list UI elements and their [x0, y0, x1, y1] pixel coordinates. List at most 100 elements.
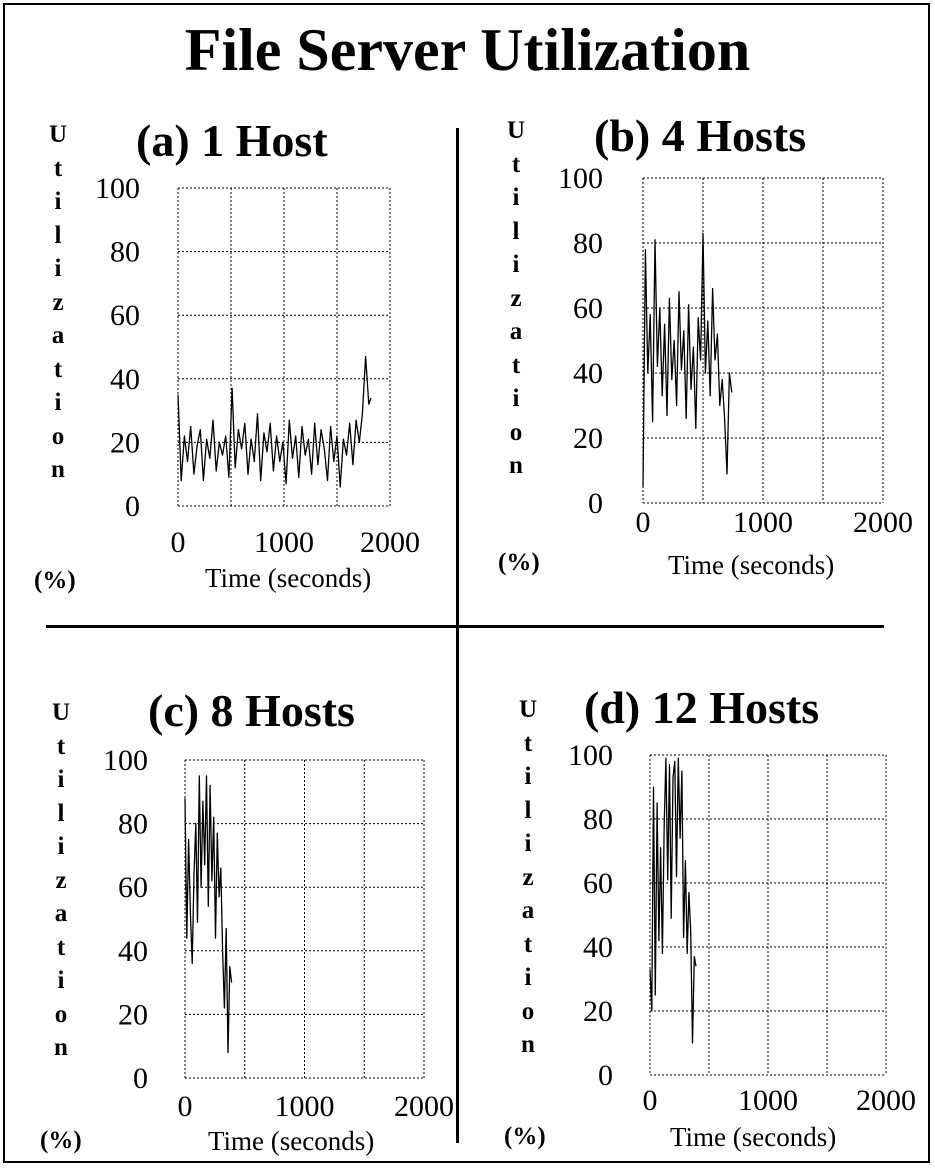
y-tick-label: 40: [110, 363, 140, 396]
y-axis-label-letter: a: [509, 318, 523, 345]
y-axis-label-letter: i: [54, 255, 62, 282]
y-tick-label: 80: [583, 803, 613, 836]
series-line: [184, 775, 233, 1054]
x-axis-label: Time (seconds): [205, 563, 372, 593]
y-tick-label: 60: [110, 299, 140, 332]
y-axis-label-letter: i: [524, 964, 532, 991]
x-tick-label: 1000: [275, 1090, 335, 1123]
panel-title: (d) 12 Hosts: [584, 682, 820, 733]
y-axis-label-letter: o: [509, 418, 523, 446]
y-axis-label-letter: i: [54, 389, 62, 416]
x-tick-label: 0: [171, 526, 186, 559]
panel-title: (c) 8 Hosts: [148, 685, 355, 736]
y-axis-label-letter: i: [57, 833, 65, 860]
x-tick-label: 2000: [853, 506, 913, 539]
y-axis-label-letter: z: [52, 288, 64, 316]
y-axis-label-letter: i: [512, 385, 520, 412]
y-axis-label-letter: o: [521, 997, 535, 1025]
y-axis-label-letter: a: [54, 900, 68, 927]
figure-title: File Server Utilization: [184, 17, 751, 83]
y-axis-label-letter: U: [518, 696, 538, 723]
y-axis-label-letter: t: [511, 150, 521, 178]
y-tick-label: 80: [573, 227, 603, 260]
y-axis-label-letter: t: [56, 732, 66, 760]
y-tick-label: 100: [568, 739, 613, 772]
x-tick-label: 0: [178, 1090, 193, 1123]
y-axis-label-letter: a: [521, 897, 535, 924]
y-axis-label-letter: z: [55, 866, 67, 894]
y-tick-label: 0: [588, 487, 603, 520]
x-tick-label: 2000: [360, 526, 420, 559]
y-axis-label-letter: t: [53, 154, 63, 182]
y-axis-label-letter: i: [512, 184, 520, 211]
y-tick-label: 60: [583, 867, 613, 900]
y-tick-label: 60: [573, 292, 603, 325]
y-axis-label-letter: t: [523, 729, 533, 757]
y-axis-label-letter: i: [524, 830, 532, 857]
y-axis-label-letter: t: [56, 933, 66, 961]
x-tick-label: 0: [643, 1084, 658, 1117]
y-axis-label-letter: o: [51, 422, 65, 450]
panel-title: (b) 4 Hosts: [594, 110, 807, 161]
y-tick-label: 20: [583, 995, 613, 1028]
y-axis-label-letter: U: [51, 699, 71, 726]
series-line: [649, 757, 697, 1044]
y-axis-label-letter: l: [57, 799, 65, 827]
y-tick-label: 0: [598, 1059, 613, 1092]
y-tick-label: 80: [110, 236, 140, 269]
y-tick-label: 60: [118, 871, 148, 904]
y-axis-label-letter: l: [524, 796, 532, 824]
y-axis-label-letter: n: [51, 456, 65, 483]
y-tick-label: 40: [118, 935, 148, 968]
x-tick-label: 2000: [394, 1090, 454, 1123]
y-tick-label: 20: [118, 998, 148, 1031]
y-axis-unit: (%): [504, 1123, 546, 1150]
y-tick-label: 40: [583, 931, 613, 964]
y-tick-label: 0: [133, 1062, 148, 1095]
y-tick-label: 100: [95, 172, 140, 205]
y-axis-label-letter: U: [48, 121, 68, 148]
y-axis-label-letter: n: [521, 1031, 535, 1058]
y-axis-unit: (%): [34, 567, 76, 594]
y-axis-label-letter: n: [509, 452, 523, 479]
y-axis-label-letter: i: [524, 763, 532, 790]
y-tick-label: 20: [573, 422, 603, 455]
y-axis-unit: (%): [40, 1127, 82, 1154]
y-tick-label: 20: [110, 426, 140, 459]
y-axis-label-letter: i: [512, 251, 520, 278]
y-tick-label: 0: [125, 490, 140, 523]
y-axis-label-letter: i: [57, 967, 65, 994]
x-axis-label: Time (seconds): [668, 550, 835, 580]
x-tick-label: 0: [636, 506, 651, 539]
series-line: [177, 355, 372, 488]
y-tick-label: 80: [118, 808, 148, 841]
y-tick-label: 40: [573, 357, 603, 390]
y-tick-label: 100: [558, 162, 603, 195]
y-axis-label-letter: o: [54, 1000, 68, 1028]
figure-frame: [3, 3, 930, 1163]
x-tick-label: 1000: [733, 506, 793, 539]
series-line: [642, 232, 733, 487]
x-tick-label: 1000: [738, 1084, 798, 1117]
y-axis-label-letter: i: [54, 188, 62, 215]
vertical-divider: [456, 128, 459, 1143]
y-axis-label-letter: z: [522, 863, 534, 891]
y-axis-label-letter: n: [54, 1034, 68, 1061]
panel-title: (a) 1 Host: [136, 115, 328, 166]
x-tick-label: 2000: [856, 1084, 916, 1117]
y-axis-label-letter: z: [510, 284, 522, 312]
x-tick-label: 1000: [254, 526, 314, 559]
y-axis-label-letter: t: [523, 930, 533, 958]
y-axis-label-letter: U: [506, 117, 526, 144]
y-axis-unit: (%): [498, 549, 540, 576]
horizontal-divider: [46, 625, 884, 628]
y-axis-label-letter: i: [57, 766, 65, 793]
